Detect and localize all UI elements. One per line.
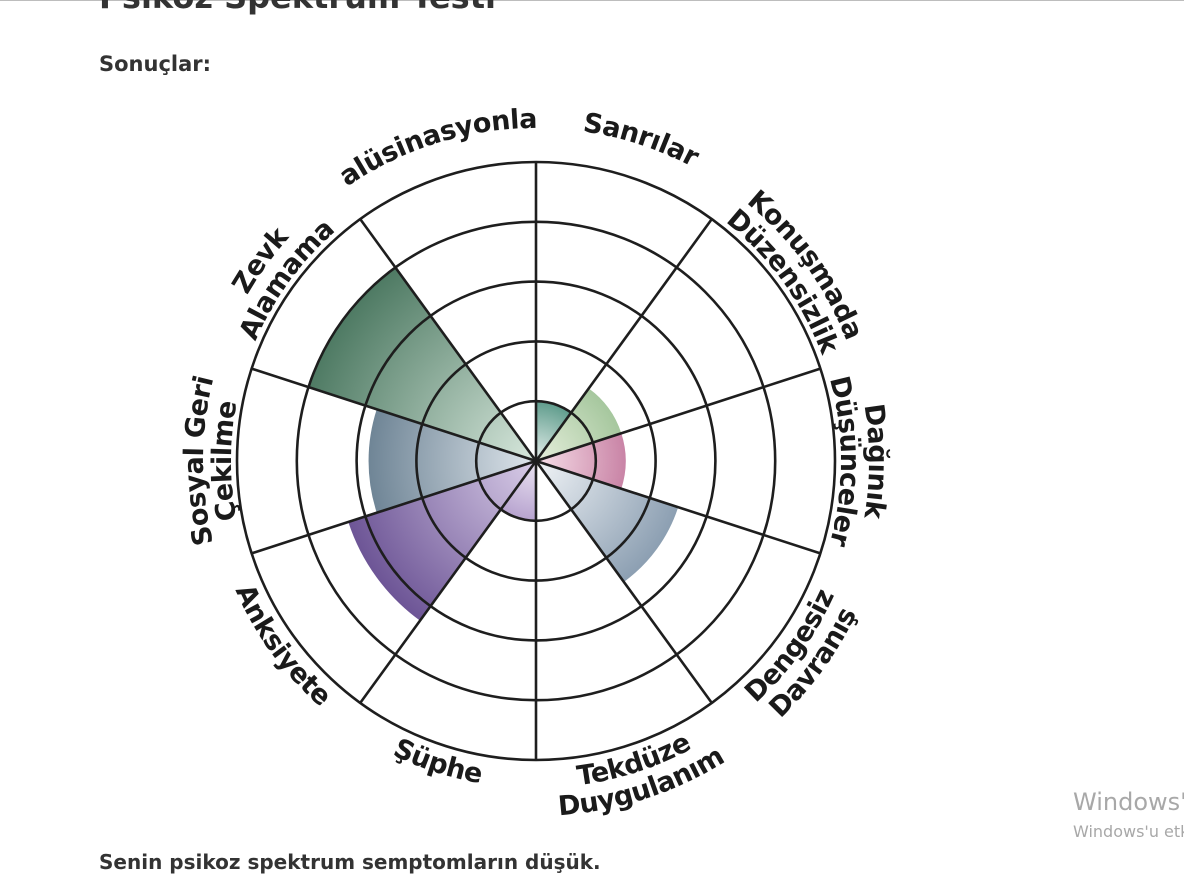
spoke-9	[251, 367, 537, 463]
wedge-dengesiz-davranis	[536, 461, 679, 582]
wedge-konusmada-duzensizlik	[536, 388, 622, 461]
label-halusinasyonlar: Halüsinasyonlar	[0, 0, 537, 193]
spoke-10	[359, 218, 538, 462]
wedge-layer	[308, 267, 679, 621]
label-daginik-dusunceler-line-2: Düşünceler	[823, 373, 865, 550]
spoke-7	[359, 460, 538, 704]
wedge-daginik-dusunceler	[536, 433, 626, 489]
wedge-sosyal-geri-cekilme	[368, 409, 536, 513]
label-suphe: Şüphe	[389, 733, 485, 790]
spoke-5	[534, 460, 713, 704]
label-sanrilar: Sanrılar	[581, 107, 704, 173]
wedge-suphe	[500, 461, 536, 521]
wedge-anksiyete	[348, 461, 536, 621]
label-anksiyete: Anksiyete	[229, 580, 337, 713]
wedge-zevk-alamama	[308, 267, 536, 461]
grid-layer	[235, 160, 837, 762]
spoke-3	[535, 367, 821, 463]
activation-watermark-text: Windows'u etk	[1073, 822, 1184, 841]
top-divider	[0, 0, 1184, 1]
spoke-2	[534, 218, 713, 462]
spoke-4	[535, 459, 821, 555]
spoke-8	[251, 459, 537, 555]
wedge-sanrilar	[536, 401, 572, 461]
page-title: Psikoz Spektrum Testi	[99, 0, 496, 16]
result-summary: Senin psikoz spektrum semptomların düşük…	[99, 850, 601, 874]
activation-watermark-title: Windows'u	[1073, 788, 1184, 816]
results-label: Sonuçlar:	[99, 52, 212, 76]
